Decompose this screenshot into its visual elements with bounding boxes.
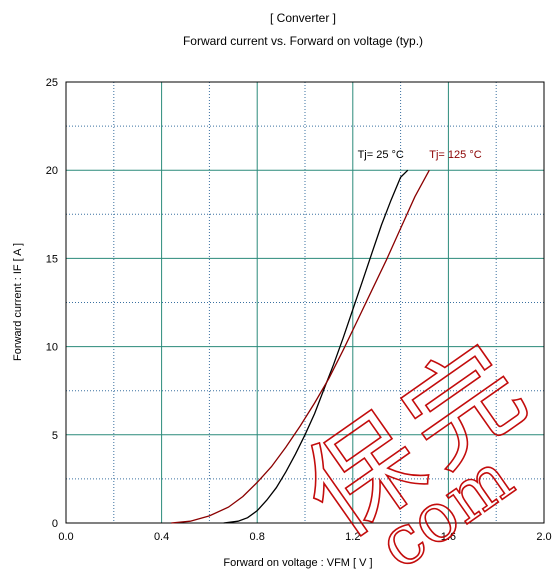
plot-frame [65, 81, 545, 524]
y-tick-label: 5 [52, 430, 58, 442]
y-axis-label: Forward current : IF [ A ] [12, 243, 24, 361]
x-tick-label: 2.0 [536, 531, 551, 543]
series-annotation-tj25: Tj= 25 °C [358, 149, 404, 161]
chart-subtitle: Forward current vs. Forward on voltage (… [183, 34, 423, 48]
y-tick-label: 10 [46, 342, 58, 354]
annotations-layer: Tj= 25 °C Tj= 125 °C [358, 149, 482, 161]
x-tick-label: 1.2 [345, 531, 360, 543]
x-tick-label: 0.0 [58, 531, 73, 543]
series-layer [171, 169, 430, 524]
x-tick-label: 0.4 [154, 531, 169, 543]
series-line-tj25 [223, 169, 409, 524]
chart-title: [ Converter ] [270, 11, 336, 25]
y-tick-label: 20 [46, 165, 58, 177]
series-line-tj125 [171, 169, 430, 524]
watermark: 保 完 com [280, 321, 548, 571]
x-tick-label: 1.6 [441, 531, 456, 543]
y-tick-label: 15 [46, 253, 58, 265]
x-tick-label: 0.8 [250, 531, 265, 543]
x-axis-label: Forward on voltage : VFM [ V ] [223, 557, 372, 569]
y-tick-label: 0 [52, 518, 58, 530]
series-annotation-tj125: Tj= 125 °C [429, 149, 481, 161]
y-tick-label: 25 [46, 77, 58, 89]
tick-labels: 0.0 0.4 0.8 1.2 1.6 2.0 0 5 10 15 20 25 [46, 77, 552, 543]
